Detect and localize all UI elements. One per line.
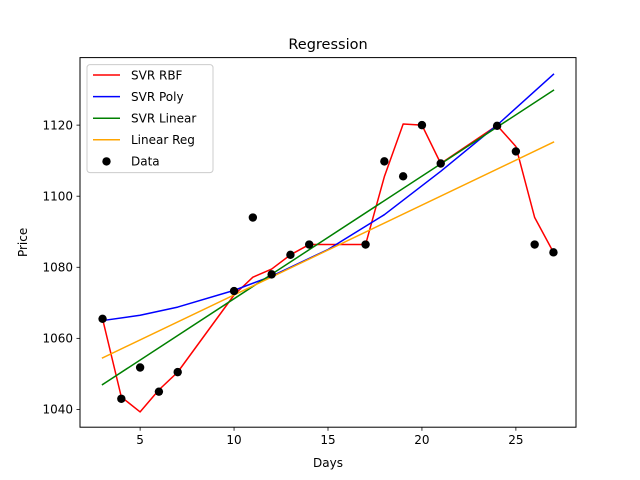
legend-box: [86, 64, 214, 174]
data-point: [229, 286, 239, 296]
x-tick-label: 15: [320, 433, 335, 447]
legend-label-data: Data: [131, 155, 160, 169]
data-point: [398, 172, 408, 181]
series-line-svr-linear: [101, 89, 555, 386]
data-point: [511, 147, 521, 156]
x-tick-label: 10: [226, 433, 241, 447]
x-tick-label: 25: [508, 433, 523, 447]
data-point: [173, 367, 182, 377]
legend: SVR RBF SVR Poly SVR Linear Linear Reg Data: [86, 64, 214, 174]
data-point: [135, 363, 145, 372]
legend-swatch-data: [102, 157, 111, 166]
data-point: [530, 240, 539, 249]
data-point: [361, 240, 370, 249]
data-point: [267, 270, 276, 279]
x-tick-label: 20: [414, 433, 429, 447]
y-tick-label: 1080: [42, 260, 73, 274]
data-point: [436, 159, 445, 168]
data-point: [305, 240, 314, 249]
y-tick-label: 1060: [42, 332, 73, 346]
data-point: [549, 248, 558, 257]
y-tick-label: 1100: [42, 189, 73, 203]
y-axis-label: Price: [16, 228, 30, 257]
axis-ticks: 5 10 15 20 25 1040 1060 1080 1100 1120: [42, 118, 523, 447]
series-layer: [98, 73, 558, 413]
data-point: [154, 387, 164, 396]
legend-label-svr-poly: SVR Poly: [131, 90, 184, 104]
y-tick-label: 1040: [42, 403, 73, 417]
data-point: [98, 314, 107, 324]
legend-label-linear-reg: Linear Reg: [131, 133, 195, 147]
x-tick-label: 5: [136, 433, 144, 447]
legend-label-svr-linear: SVR Linear: [131, 112, 196, 126]
series-line-linear-reg: [101, 141, 555, 359]
data-point: [117, 394, 126, 403]
data-point: [248, 213, 258, 222]
chart-title: Regression: [288, 37, 367, 53]
data-point: [417, 120, 427, 130]
y-tick-label: 1120: [42, 118, 73, 132]
data-point: [380, 157, 389, 166]
data-point: [492, 121, 502, 131]
legend-label-svr-rbf: SVR RBF: [131, 68, 183, 82]
data-point: [286, 250, 295, 260]
x-axis-label: Days: [313, 456, 343, 470]
